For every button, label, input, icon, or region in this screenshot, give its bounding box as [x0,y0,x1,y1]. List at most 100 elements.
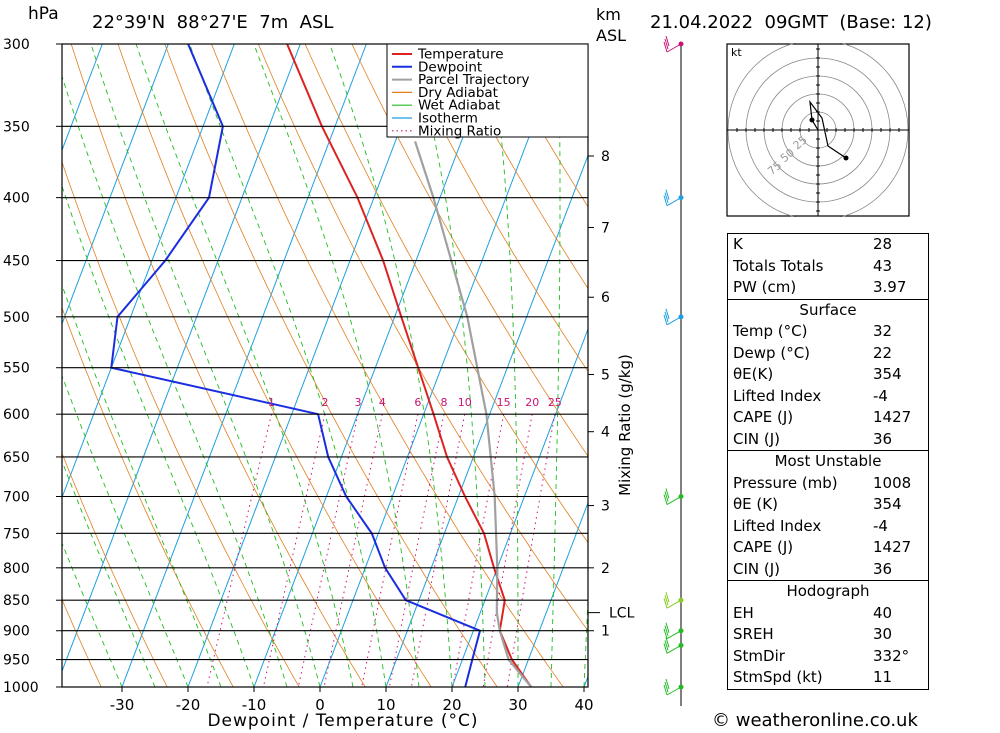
dry-adiabat-line [164,44,498,687]
stat-row: PW (cm) 3.97 [728,277,928,299]
pressure-tick-label: 400 [3,191,30,207]
legend-entry: Isotherm [418,111,478,127]
credit-text: © weatheronline.co.uk [712,710,918,731]
stat-value: 1008 [873,473,912,492]
stat-value: 11 [873,668,893,686]
km-unit-label: km [596,5,621,24]
datetime-title: 21.04.2022 09GMT (Base: 12) [650,12,932,33]
dry-adiabat-line [62,598,102,687]
plot-frame [61,43,589,688]
isotherm-line [121,44,367,687]
isotherm-line [187,44,433,687]
stat-value: 22 [873,343,893,362]
mixing-ratio-label: 2 [321,396,328,409]
mixing-ratio-line [506,414,556,687]
x-tick-label: -30 [110,696,135,714]
wet-adiabat-line [550,44,561,687]
mixing-ratio-label: 3 [355,396,362,409]
stat-value: -4 [873,386,888,405]
km-tick-label: 3 [601,499,610,515]
wet-adiabat-line [253,44,420,687]
pressure-tick-label: 850 [3,593,30,609]
stat-row: StmSpd (kt) 11 [728,667,928,689]
x-tick-label: -10 [242,696,267,714]
stat-row: θE (K) 354 [728,494,928,516]
km-tick-label: 8 [601,149,610,165]
mixing-ratio-label: 15 [497,396,511,409]
stat-row: K 28 [728,234,928,256]
stat-value: 354 [873,365,902,383]
stat-label: CAPE (J) [733,408,794,426]
mixing-ratio-label: 8 [440,396,447,409]
wet-adiabat-line [62,185,255,687]
pressure-tick-label: 500 [3,310,30,326]
stat-value: 40 [873,603,893,622]
wet-adiabat-line [90,44,321,687]
indices-table: K 28 Totals Totals 43 PW (cm) 3.97 Surface Te… [727,233,929,690]
mixing-ratio-axis-label: Mixing Ratio (g/kg) [616,354,634,496]
wind-barb [663,488,682,505]
stat-row: Lifted Index -4 [728,516,928,538]
hodograph-point [809,117,815,123]
stat-label: θE (K) [733,495,778,513]
x-tick-label: 0 [315,696,325,714]
stat-label: StmSpd (kt) [733,668,823,686]
legend-entry: Parcel Trajectory [418,72,530,88]
mixing-ratio-label: 6 [414,396,421,409]
stat-row: Totals Totals 43 [728,256,928,278]
stat-value: -4 [873,516,888,535]
x-tick-label: 40 [574,696,593,714]
stat-label: K [733,235,743,253]
mixing-ratio-line [388,414,445,687]
lcl-label: LCL [609,606,635,622]
km-tick-label: 7 [601,220,610,236]
isotherm-line [385,154,588,687]
wet-adiabat-line [583,590,588,687]
km-tick-label: 2 [601,561,610,577]
stat-value: 36 [873,559,893,578]
stat-label: Lifted Index [733,516,822,535]
stat-label: Totals Totals [733,256,824,275]
isotherm-line [253,44,499,687]
wind-barb [663,308,682,326]
stat-value: 28 [873,235,893,253]
stat-value: 1427 [873,538,912,556]
stat-value: 1427 [873,408,912,426]
wind-barb [663,189,682,207]
stat-value: 32 [873,322,893,340]
hodograph-title: Hodograph [786,582,870,600]
stat-row: Pressure (mb) 1008 [728,473,928,495]
stat-value: 332° [873,646,910,665]
pressure-tick-label: 600 [3,407,30,423]
isotherm-line [451,327,588,687]
legend-entry: Dry Adiabat [418,85,498,101]
stat-row: CAPE (J) 1427 [728,407,928,429]
isotherm-line [319,44,565,687]
wind-barb [663,592,682,609]
hodograph-unit-label: kt [731,46,742,59]
pressure-tick-label: 350 [3,119,30,135]
dry-adiabat-line [351,44,588,457]
dry-adiabat-line [211,44,564,687]
stat-row: CIN (J) 36 [728,559,928,581]
legend-entry: Wet Adiabat [418,98,500,114]
dry-adiabat-line [257,44,588,632]
stat-label: Temp (°C) [733,322,808,340]
mixing-ratio-label: 1 [268,396,275,409]
isotherm-line [62,44,235,499]
isotherm-line [62,44,301,673]
stat-value: 3.97 [873,278,907,296]
pressure-tick-label: 900 [3,624,30,640]
stat-label: StmDir [733,646,785,665]
wet-adiabat-line [490,44,519,687]
mixing-ratio-label: 25 [548,396,562,409]
x-tick-label: -20 [176,696,201,714]
stat-row: StmDir 332° [728,646,928,668]
location-title: 22°39'N 88°27'E 7m ASL [92,12,334,33]
pressure-tick-label: 550 [3,361,30,377]
hpa-unit-label: hPa [28,4,59,24]
stat-label: CAPE (J) [733,538,794,556]
stat-label: CIN (J) [733,429,781,448]
